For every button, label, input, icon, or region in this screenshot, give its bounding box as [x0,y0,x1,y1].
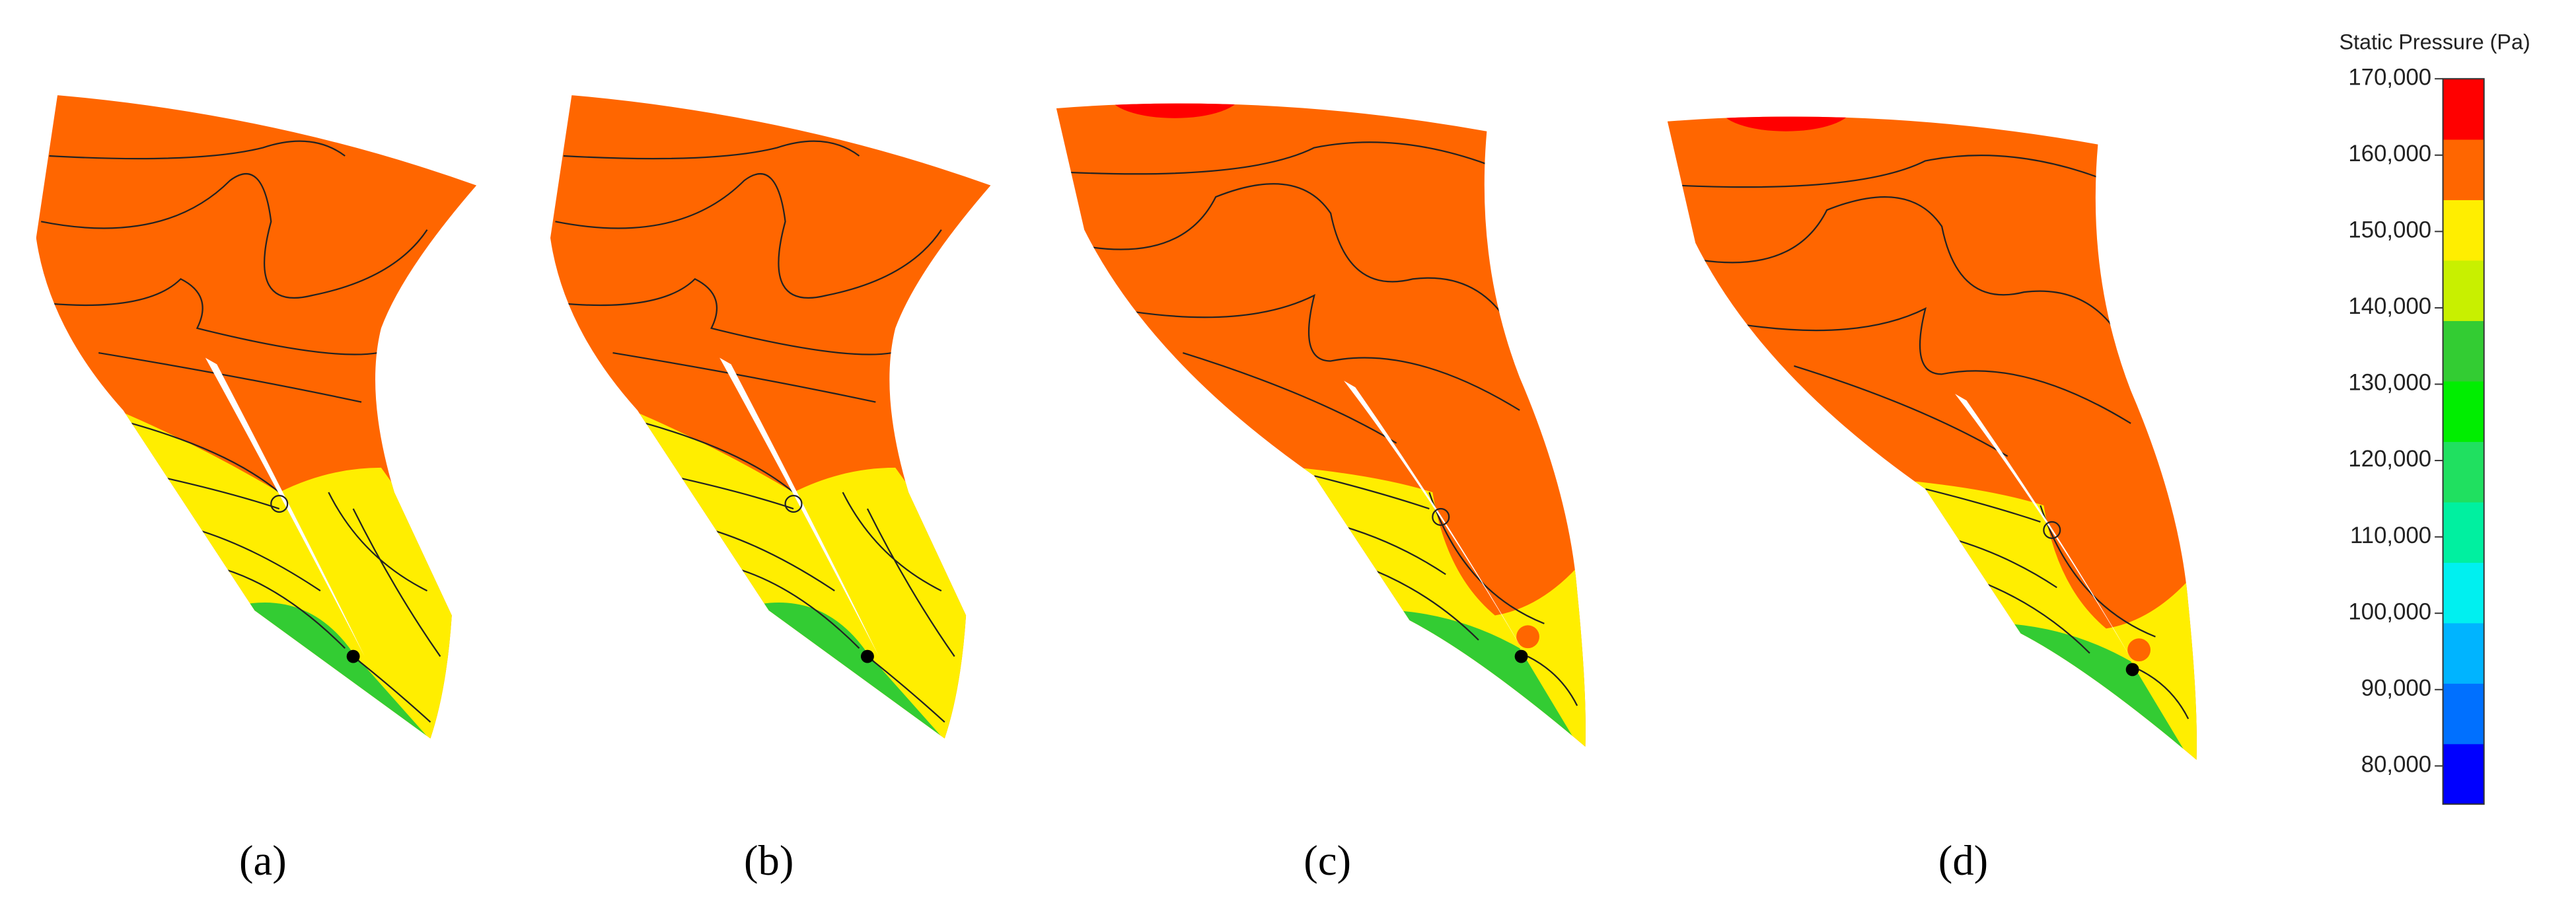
color-band [2443,79,2484,140]
contour-plot [0,65,526,771]
color-band [2443,683,2484,745]
color-band [2443,260,2484,321]
colorbar: 170,000 160,000 150,000 140,000 130,000 120,0… [2348,65,2485,805]
contour-plot [1035,65,1610,771]
tick-label: 120,000 [2348,447,2431,472]
panel-label: (b) [744,836,793,885]
colorbar-title: Static Pressure (Pa) [2339,30,2530,54]
color-band [2443,441,2484,503]
color-band [2443,139,2484,200]
panel-label: (c) [1304,836,1351,885]
tick-label: 80,000 [2361,753,2431,778]
color-band [2443,743,2484,805]
color-band [2443,200,2484,261]
panel-label: (d) [1938,836,1988,885]
tick-label: 140,000 [2348,294,2431,319]
panel-label: (a) [239,836,287,885]
tick-label: 160,000 [2348,141,2431,166]
color-band [2443,501,2484,563]
tick-label: 130,000 [2348,371,2431,396]
colorbar-frame [2442,78,2485,805]
contour-plot [514,65,1040,771]
color-band [2443,622,2484,684]
tick-label: 150,000 [2348,218,2431,243]
color-band [2443,381,2484,442]
color-band [2443,562,2484,624]
tick-label: 110,000 [2350,523,2431,548]
tick-label: 90,000 [2361,676,2431,701]
contour-plot [1646,79,2221,784]
tick-label: 100,000 [2348,599,2431,624]
color-band [2443,320,2484,382]
tick-label: 170,000 [2348,65,2431,90]
